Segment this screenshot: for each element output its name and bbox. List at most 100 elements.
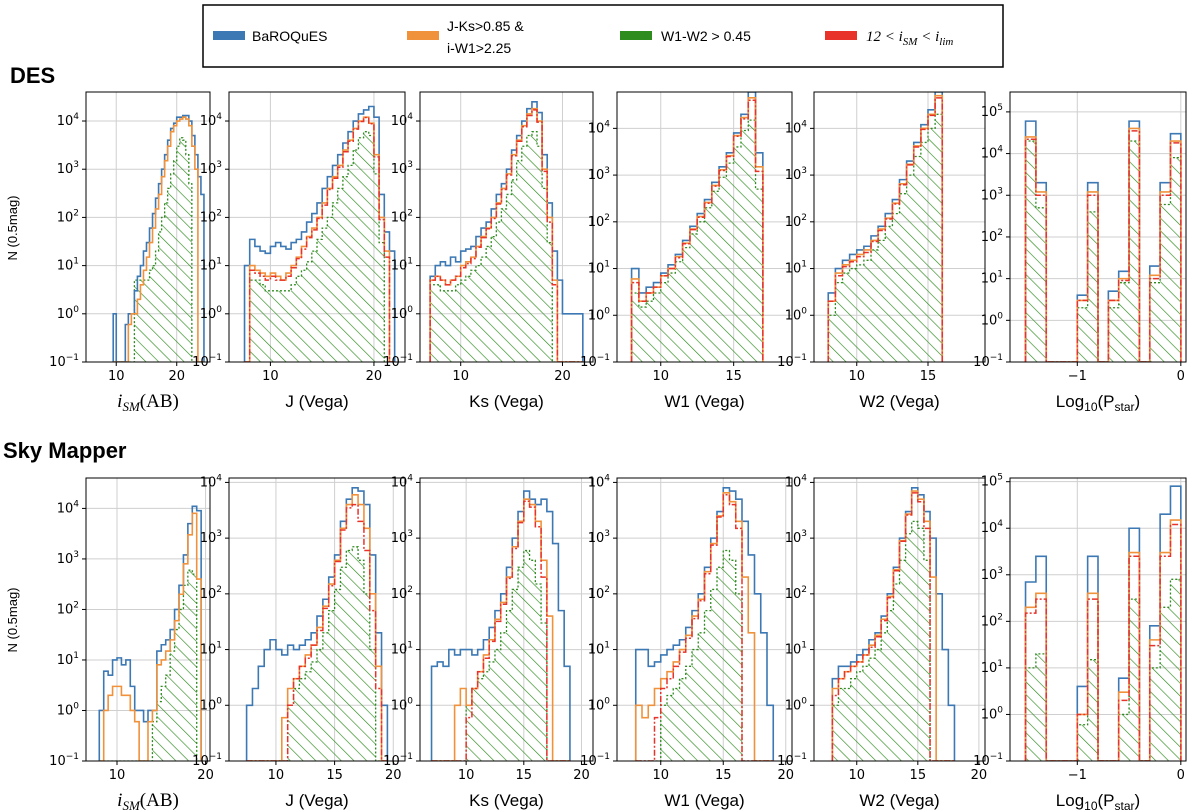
y-tick-exponent: 5: [997, 103, 1003, 113]
y-tick-label: 103: [588, 529, 610, 546]
y-tick-label: 10−1: [192, 353, 222, 370]
y-tick-exponent: 5: [997, 473, 1003, 483]
y-tick-exponent: 3: [407, 529, 413, 539]
legend-ilim-sub2: lim: [939, 36, 953, 48]
x-ticks: 10 15 20: [848, 761, 987, 783]
series-group: [112, 114, 205, 362]
y-tick-exponent: 1: [73, 651, 79, 661]
y-tick-exponent: 1: [73, 257, 79, 267]
x-tick-label: −1: [1068, 768, 1087, 783]
y-tick-exponent: −1: [597, 353, 610, 363]
x-axis-label-log: Log: [1056, 392, 1084, 411]
x-tick-label: 10: [108, 369, 125, 384]
legend-label-baroques: BaROQuES: [252, 28, 327, 44]
legend-ilim-sub1: SM: [903, 36, 919, 48]
legend-ilim-a: 12 < i: [866, 29, 903, 45]
series-line-jk: [113, 116, 204, 362]
y-tick-label: 102: [785, 213, 807, 230]
y-tick-exponent: 1: [604, 641, 610, 651]
y-tick-exponent: −1: [209, 752, 222, 762]
y-tick-exponent: −1: [990, 752, 1003, 762]
series-fill-ww: [99, 570, 202, 761]
y-tick-exponent: 1: [997, 659, 1003, 669]
y-tick-exponent: −1: [794, 353, 807, 363]
series-line-ilim: [635, 494, 774, 761]
series-line-all: [243, 105, 396, 362]
legend-swatch-jk: [407, 31, 439, 40]
y-tick-exponent: 0: [801, 696, 807, 706]
y-tick-label: 103: [785, 529, 807, 546]
x-axis-label: W1 (Vega): [664, 791, 744, 810]
series-line-all: [245, 487, 389, 761]
x-tick-label: −1: [1068, 369, 1087, 384]
y-tick-label: 104: [588, 119, 611, 136]
y-tick-exponent: 0: [997, 705, 1003, 715]
plot-frame: [85, 477, 211, 762]
y-tick-exponent: 0: [407, 305, 413, 315]
x-tick-label: 20: [385, 768, 402, 783]
y-tick-label: 104: [200, 112, 223, 129]
plot-frame: [85, 91, 211, 363]
plot-frame: [1009, 477, 1187, 762]
x-axis-label: W1 (Vega): [664, 392, 744, 411]
x-ticks: 10 20: [452, 362, 571, 384]
x-axis-label-star: star: [1115, 400, 1135, 414]
x-axis-label-sub: SM: [122, 399, 141, 414]
series-line-all: [112, 114, 205, 362]
y-tick-exponent: 1: [604, 260, 610, 270]
y-axis-label-des: N (0.5mag): [5, 195, 20, 260]
y-tick-label: 103: [57, 550, 79, 567]
y-tick-label: 100: [200, 696, 223, 713]
y-tick-exponent: 0: [407, 696, 413, 706]
series-line-ilim: [429, 109, 583, 362]
y-tick-exponent: 2: [73, 600, 79, 610]
y-tick-label: 105: [981, 473, 1003, 490]
x-tick-label: 10: [452, 369, 469, 384]
legend-swatch-ilim: [825, 31, 857, 40]
y-tick-label: 101: [57, 651, 79, 668]
x-tick-label: 15: [715, 768, 732, 783]
series-line-ww: [246, 546, 388, 761]
y-tick-label: 100: [981, 705, 1004, 722]
y-tick-label: 104: [785, 119, 808, 136]
y-tick-label: 103: [391, 529, 413, 546]
y-tick-exponent: 0: [604, 696, 610, 706]
x-ticks: −1 0: [1068, 362, 1185, 384]
y-tick-label: 103: [981, 566, 1003, 583]
x-tick-label: 15: [725, 369, 742, 384]
y-tick-label: 103: [200, 529, 222, 546]
y-tick-exponent: 3: [801, 529, 807, 539]
x-tick-label: 10: [848, 768, 865, 783]
y-tick-label: 100: [981, 311, 1004, 328]
x-tick-label: 15: [516, 768, 533, 783]
x-tick-label: 15: [326, 768, 343, 783]
series-line-ww: [99, 569, 202, 761]
y-tick-label: 102: [588, 213, 610, 230]
y-tick-label: 10−1: [192, 752, 222, 769]
x-axis-label-i: i: [117, 391, 122, 412]
series-line-ilim: [630, 99, 764, 362]
series-fill-ww: [113, 137, 204, 362]
x-ticks: 10 15 20: [458, 761, 590, 783]
x-axis-label: iSM(AB): [117, 391, 179, 414]
y-tick-label: 103: [57, 160, 79, 177]
x-tick-label: 20: [197, 768, 214, 783]
y-tick-exponent: 3: [604, 529, 610, 539]
y-tick-exponent: 2: [604, 585, 610, 595]
x-tick-label: 10: [268, 768, 285, 783]
x-tick-label: 15: [920, 369, 937, 384]
y-tick-label: 102: [200, 585, 222, 602]
y-tick-label: 10−1: [49, 353, 79, 370]
legend-swatch-baroques: [213, 31, 245, 40]
y-tick-exponent: 2: [997, 612, 1003, 622]
series-fill-ww: [832, 521, 955, 761]
legend-frame: [202, 4, 1004, 68]
series-line-ww: [630, 119, 764, 362]
